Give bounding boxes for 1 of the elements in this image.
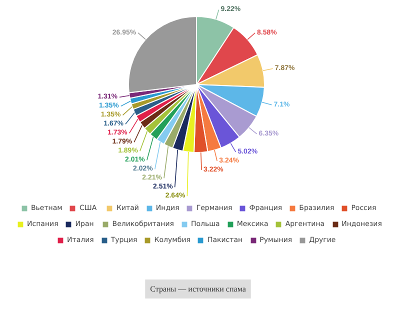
text: Страны — источники спама <box>150 284 246 294</box>
